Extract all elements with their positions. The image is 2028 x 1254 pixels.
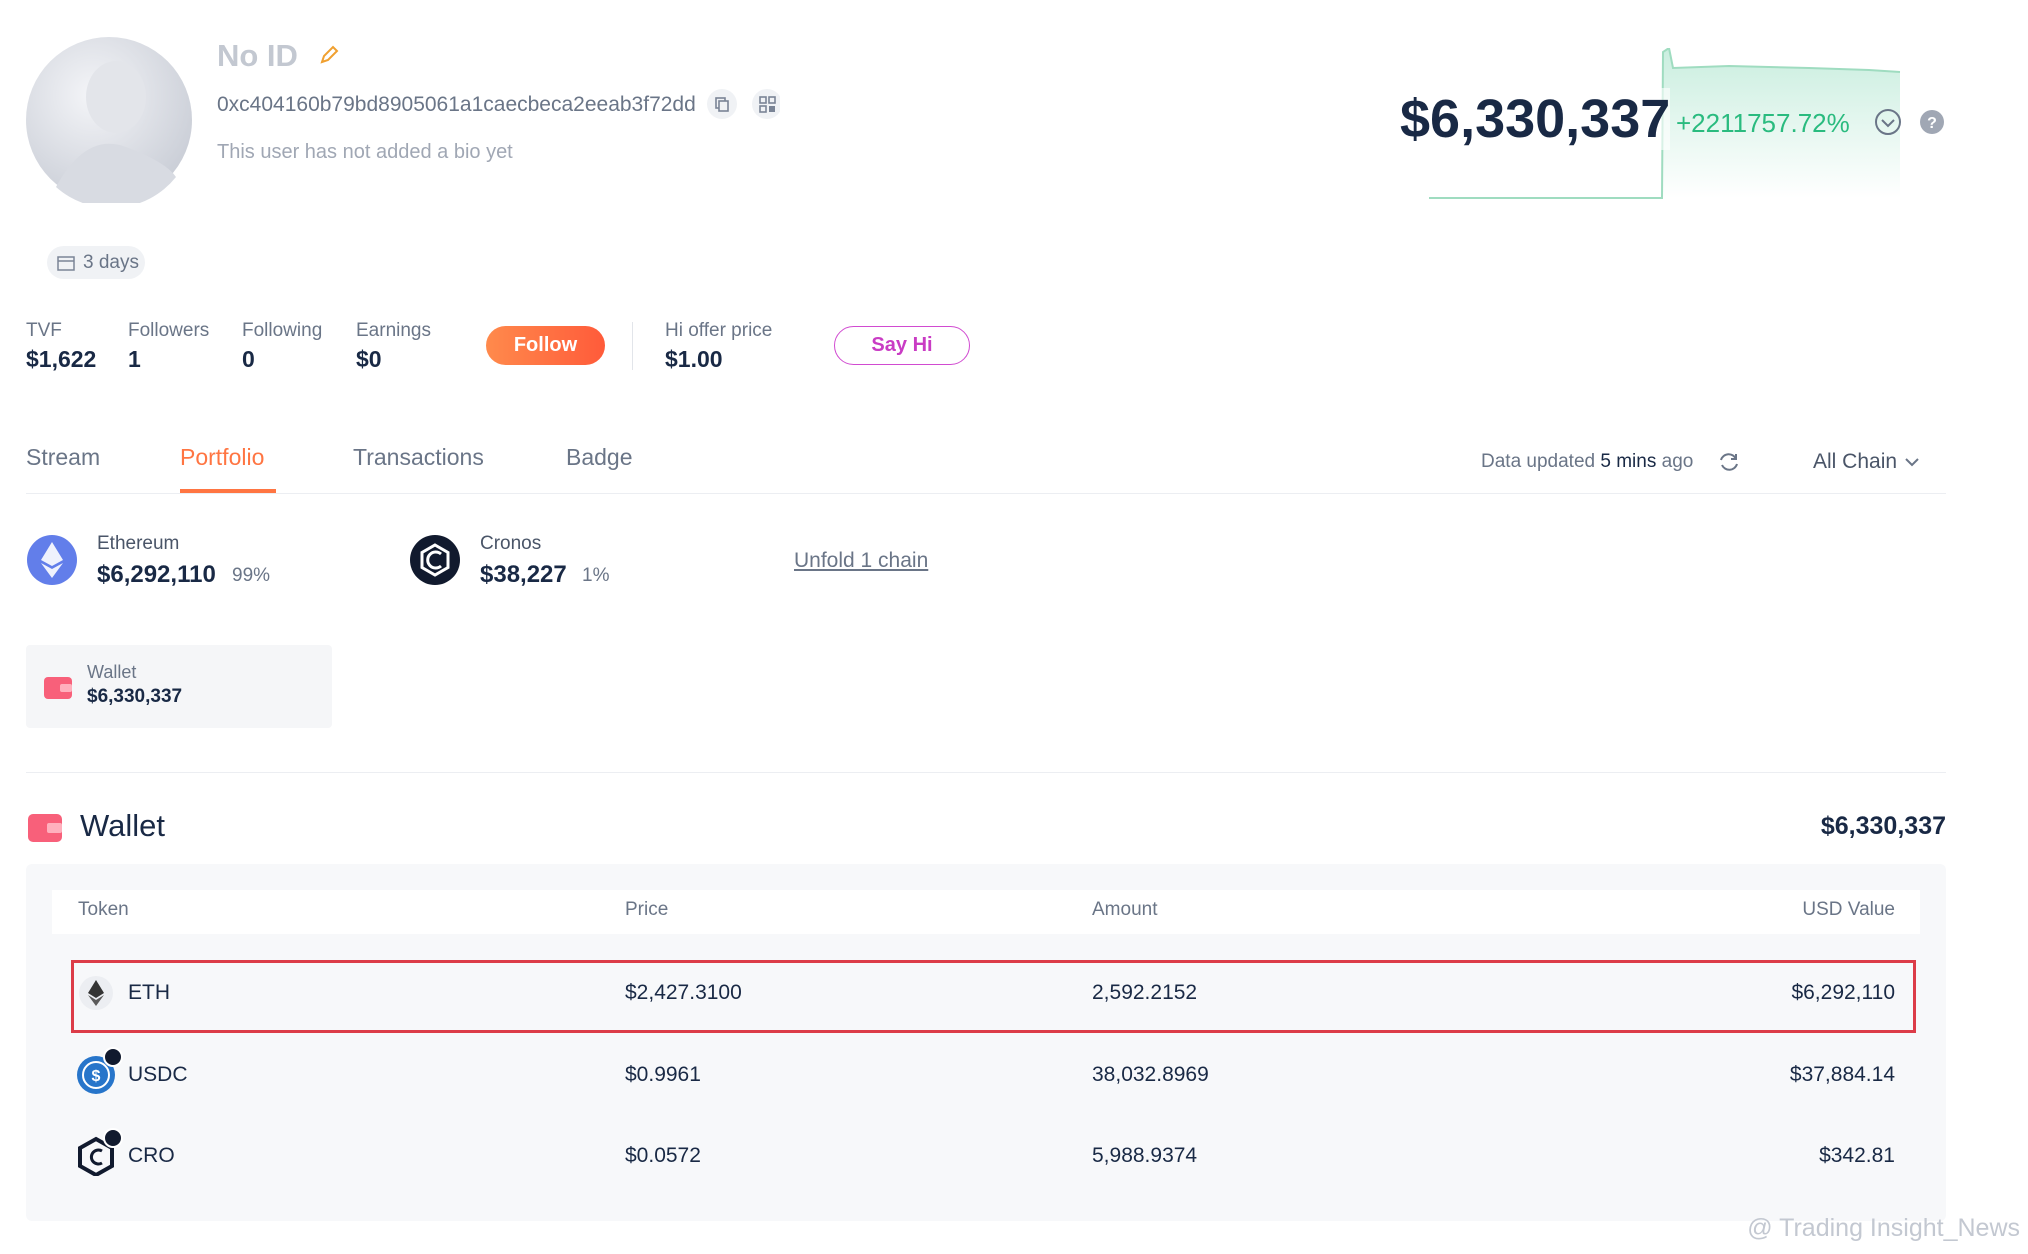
age: 3 days [83, 252, 139, 273]
unfold-link[interactable]: Unfold 1 chain [794, 549, 929, 572]
address-actions[interactable] [706, 88, 780, 120]
chevron [1905, 458, 1919, 467]
cro-token-icon [78, 1128, 123, 1176]
stat-value: $1,622 [26, 346, 97, 372]
follow-button[interactable]: Follow [486, 326, 605, 365]
stat-label: Followers [128, 320, 210, 341]
say-hi-button[interactable]: Say Hi [834, 326, 970, 365]
svg-text:?: ? [1927, 115, 1937, 132]
chain-name: Cronos [480, 533, 542, 554]
token-cell: $37,884.14 [1789, 1063, 1895, 1086]
stat-value: 0 [242, 346, 255, 372]
token-cell: $6,292,110 [1791, 981, 1895, 1004]
eth-token-icon [79, 976, 113, 1010]
net-worth-change: +2211757.72% [1676, 108, 1850, 138]
chain-filter[interactable]: All Chain [1813, 450, 1898, 473]
bio: This user has not added a bio yet [217, 141, 513, 163]
calendar-icon [57, 256, 75, 271]
data-updated-suffix: ago [1661, 451, 1694, 472]
chain-value: $6,292,110 [97, 561, 216, 588]
change-icons[interactable]: ? [1874, 106, 1944, 138]
column-header: USD Value [1802, 899, 1895, 920]
wallet-total: $6,330,337 [1820, 812, 1946, 840]
hi-offer-value: $1.00 [665, 346, 723, 372]
tab-underline [180, 489, 276, 493]
highlight-box [71, 960, 1916, 1033]
divider [632, 322, 633, 370]
hi-offer-label: Hi offer price [665, 320, 773, 341]
ethereum-icon [27, 535, 77, 585]
data-updated-prefix: Data updated [1481, 451, 1596, 472]
column-header: Amount [1092, 899, 1158, 920]
refresh-icon[interactable] [1717, 450, 1741, 474]
age-pill [47, 246, 145, 279]
column-header: Price [625, 899, 669, 920]
chain-value: $38,227 [480, 561, 567, 588]
wallet-icon [28, 814, 62, 842]
token-cell: $2,427.3100 [625, 981, 742, 1004]
chain-name: Ethereum [97, 533, 180, 554]
wallet-card[interactable] [26, 645, 332, 728]
data-updated-time: 5 mins [1600, 451, 1657, 472]
avatar [26, 37, 192, 203]
stat-value: 1 [128, 346, 141, 372]
stat-value: $0 [356, 346, 382, 372]
token-cell: $0.9961 [625, 1063, 701, 1086]
edit-icon[interactable] [318, 44, 340, 66]
token-cell: 2,592.2152 [1092, 981, 1198, 1004]
token-cell: 5,988.9374 [1092, 1144, 1198, 1167]
token-cell: $342.81 [1819, 1144, 1895, 1167]
token-cell: 38,032.8969 [1092, 1063, 1209, 1086]
watermark: @ Trading Insight_News [1747, 1214, 2020, 1242]
cronos-icon [410, 535, 460, 585]
stat-label: TVF [26, 320, 62, 341]
tab-active[interactable]: Portfolio [180, 444, 265, 470]
tab[interactable]: Stream [26, 444, 101, 470]
stat-label: Earnings [356, 320, 431, 341]
wallet-icon [44, 677, 72, 699]
divider [26, 493, 1946, 494]
data-updated: Data updated 5 mins ago [1481, 451, 1693, 473]
column-header: Token [78, 899, 129, 920]
tab[interactable]: Badge [566, 444, 633, 470]
user-name: No ID [217, 38, 298, 73]
table-header [52, 890, 1920, 934]
tab[interactable]: Transactions [353, 444, 484, 470]
wallet-card-label: Wallet [87, 662, 137, 682]
token-symbol: USDC [128, 1063, 188, 1086]
token-symbol: CRO [128, 1144, 175, 1167]
token-symbol: ETH [128, 981, 170, 1004]
net-worth: $6,330,337 [1400, 88, 1671, 150]
usdc-token-icon: $ [77, 1047, 123, 1094]
chain-share: 1% [582, 565, 610, 586]
svg-text:$: $ [92, 1068, 101, 1085]
address: 0xc404160b79bd8905061a1caecbeca2eeab3f72… [217, 93, 696, 116]
chain-share: 99% [232, 565, 271, 586]
divider [26, 772, 1946, 773]
stat-label: Following [242, 320, 323, 341]
token-cell: $0.0572 [625, 1144, 701, 1167]
wallet-card-value: $6,330,337 [87, 686, 183, 707]
wallet-title: Wallet [80, 808, 165, 843]
